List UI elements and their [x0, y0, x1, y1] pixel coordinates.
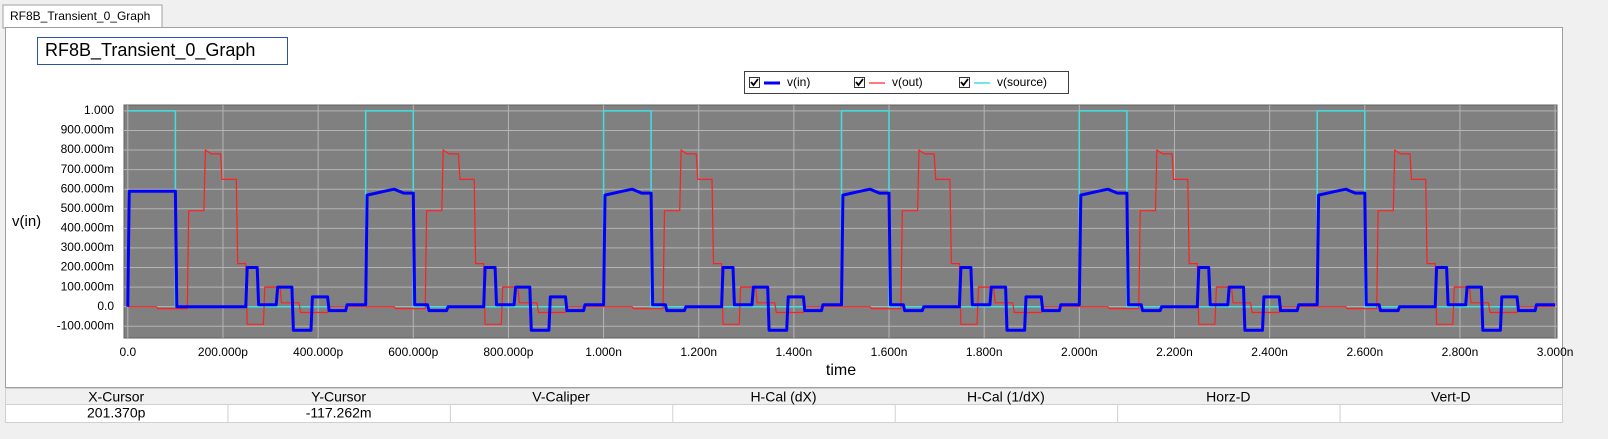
- x-tick-label: 1.800n: [966, 345, 1003, 359]
- y-tick-label: 100.000m: [61, 279, 114, 293]
- y-tick-label: 600.000m: [61, 181, 114, 195]
- legend-label: v(out): [892, 75, 923, 89]
- y-tick-label: 300.000m: [61, 240, 114, 254]
- table-value: 201.370p: [87, 405, 146, 421]
- table-header: V-Caliper: [532, 389, 590, 405]
- legend-label: v(in): [787, 75, 810, 89]
- legend-check[interactable]: [960, 78, 969, 87]
- x-tick-label: 800.000p: [483, 345, 533, 359]
- table-header: H-Cal (1/dX): [967, 389, 1045, 405]
- x-tick-label: 1.200n: [680, 345, 717, 359]
- x-tick-label: 2.000n: [1061, 345, 1098, 359]
- x-tick-label: 1.400n: [776, 345, 813, 359]
- title-box: [37, 37, 288, 65]
- table-header: X-Cursor: [88, 389, 144, 405]
- table-header: Horz-D: [1206, 389, 1250, 405]
- x-tick-label: 1.000n: [585, 345, 622, 359]
- y-tick-label: 500.000m: [61, 201, 114, 215]
- legend-check[interactable]: [750, 78, 759, 87]
- series-line: [127, 149, 1556, 325]
- x-tick-label: 2.600n: [1346, 345, 1383, 359]
- legend-label: v(source): [997, 75, 1047, 89]
- table-value-row: [5, 404, 1563, 423]
- y-tick-label: 1.000: [84, 103, 114, 117]
- y-tick-label: 0.0: [97, 299, 114, 313]
- x-tick-label: 3.000n: [1537, 345, 1574, 359]
- y-axis-label: v(in): [12, 213, 41, 230]
- x-tick-label: 2.400n: [1251, 345, 1288, 359]
- y-tick-label: 700.000m: [61, 162, 114, 176]
- x-tick-label: 200.000p: [198, 345, 248, 359]
- table-header: Vert-D: [1431, 389, 1471, 405]
- x-tick-label: 0.0: [119, 345, 136, 359]
- y-tick-label: 200.000m: [61, 260, 114, 274]
- table-header: Y-Cursor: [311, 389, 366, 405]
- y-tick-label: 800.000m: [61, 142, 114, 156]
- tab-label[interactable]: RF8B_Transient_0_Graph: [10, 9, 150, 23]
- x-tick-label: 600.000p: [388, 345, 438, 359]
- table-header: H-Cal (dX): [750, 389, 816, 405]
- x-tick-label: 1.600n: [871, 345, 908, 359]
- table-value: -117.262m: [306, 405, 372, 421]
- y-tick-label: -100.000m: [57, 318, 114, 332]
- legend-check[interactable]: [855, 78, 864, 87]
- y-tick-label: 900.000m: [61, 123, 114, 137]
- x-axis-label: time: [826, 362, 856, 379]
- x-tick-label: 2.200n: [1156, 345, 1193, 359]
- chart-title: RF8B_Transient_0_Graph: [45, 40, 255, 61]
- y-tick-label: 400.000m: [61, 221, 114, 235]
- legend: [744, 71, 1069, 94]
- series-line: [126, 187, 1556, 332]
- x-tick-label: 400.000p: [293, 345, 343, 359]
- x-tick-label: 2.800n: [1442, 345, 1479, 359]
